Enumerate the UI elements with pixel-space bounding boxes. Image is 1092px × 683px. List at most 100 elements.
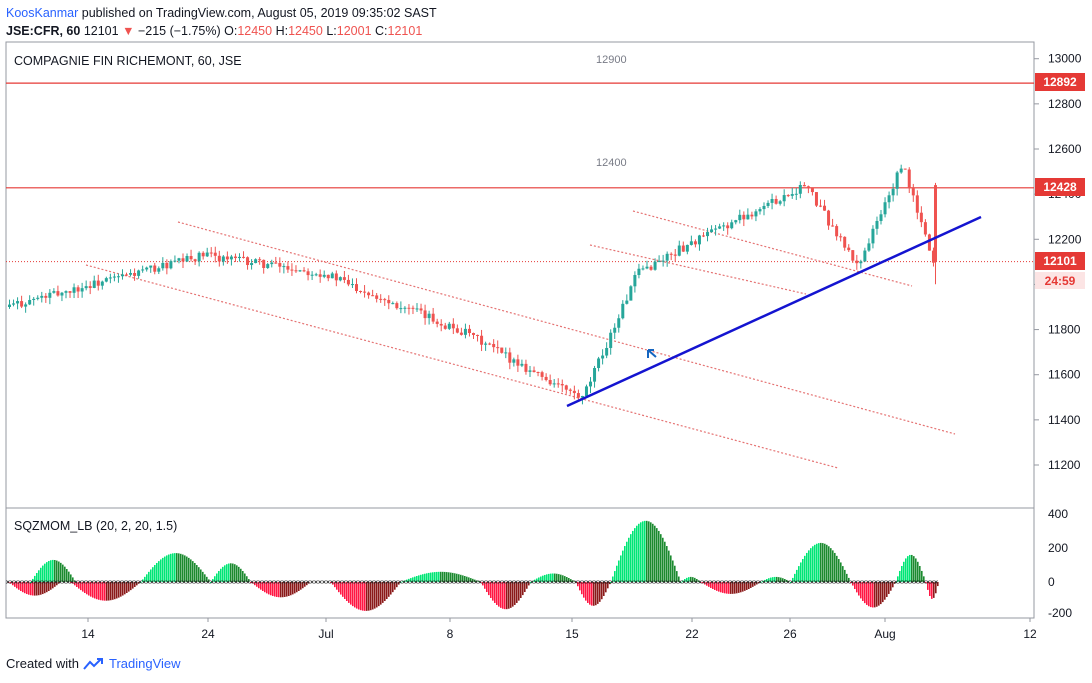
- candle-body: [165, 262, 169, 269]
- candle-body: [28, 299, 32, 305]
- time-axis[interactable]: 14 24 Jul 8 15 22 26 Aug 12: [81, 618, 1037, 641]
- candle-body: [367, 292, 371, 296]
- squeeze-dot: [382, 580, 386, 584]
- author-link[interactable]: KoosKanmar: [6, 6, 79, 20]
- channel-line: [177, 221, 956, 435]
- low-value: 12001: [336, 24, 372, 38]
- squeeze-bar: [244, 573, 246, 582]
- candle-body: [451, 323, 455, 329]
- squeeze-dot: [526, 580, 530, 584]
- squeeze-bar: [76, 582, 78, 587]
- squeeze-dot: [286, 580, 290, 584]
- indicator-tick-label: 400: [1048, 507, 1068, 521]
- candle-body: [197, 252, 201, 262]
- squeeze-bar: [214, 576, 216, 582]
- candle-body: [60, 292, 64, 296]
- candle-body: [794, 193, 798, 195]
- squeeze-bar: [868, 582, 870, 607]
- candle-body: [532, 370, 536, 373]
- squeeze-dot: [58, 580, 62, 584]
- candle-body: [512, 359, 516, 363]
- indicator-axis[interactable]: 400 200 0 -200: [1048, 507, 1072, 620]
- tradingview-brand-link[interactable]: TradingView: [108, 656, 181, 671]
- price-pane[interactable]: [5, 41, 1035, 509]
- squeeze-dot: [802, 580, 806, 584]
- squeeze-bar: [372, 582, 374, 610]
- candle-body: [181, 258, 185, 262]
- squeeze-dot: [238, 580, 242, 584]
- candle-body: [209, 252, 213, 254]
- squeeze-bar: [830, 548, 832, 582]
- squeeze-bar: [548, 573, 550, 582]
- squeeze-dot: [922, 580, 926, 584]
- squeeze-dot: [502, 580, 506, 584]
- squeeze-bar: [402, 581, 404, 582]
- published-text: published on TradingView.com, August 05,…: [81, 6, 437, 20]
- candle-body: [524, 363, 528, 372]
- squeeze-bar: [256, 582, 258, 587]
- squeeze-bar: [298, 582, 300, 591]
- candle-body: [262, 259, 266, 268]
- squeeze-bar: [822, 543, 824, 582]
- squeeze-bar: [98, 582, 100, 600]
- squeeze-dot: [554, 580, 558, 584]
- candlestick-series: [8, 164, 937, 405]
- squeeze-bar: [722, 582, 724, 593]
- candle-body: [258, 259, 262, 261]
- squeeze-dot: [546, 580, 550, 584]
- time-tick-label: 14: [81, 627, 95, 641]
- squeeze-dot: [886, 580, 890, 584]
- squeeze-bar: [583, 582, 585, 598]
- candle-body: [528, 370, 532, 372]
- squeeze-bar: [100, 582, 102, 601]
- trend-channels[interactable]: [85, 210, 956, 469]
- candle-body: [710, 229, 714, 233]
- candle-body: [24, 304, 28, 307]
- squeeze-bar: [118, 582, 120, 598]
- squeeze-bar: [496, 582, 498, 605]
- candle-body: [722, 225, 726, 227]
- squeeze-dot: [738, 580, 742, 584]
- squeeze-bar: [370, 582, 372, 611]
- candle-body: [597, 358, 601, 369]
- squeeze-dot: [810, 580, 814, 584]
- drawings[interactable]: [566, 215, 982, 408]
- candle-body: [242, 256, 246, 258]
- squeeze-bar: [468, 577, 470, 582]
- squeeze-bar: [352, 582, 354, 607]
- squeeze-dot: [774, 580, 778, 584]
- price-tick-label: 12800: [1048, 97, 1082, 111]
- squeeze-bar: [282, 582, 284, 598]
- candle-body: [605, 347, 609, 356]
- squeeze-dot: [570, 580, 574, 584]
- squeeze-bar: [838, 559, 840, 582]
- high-value: 12450: [288, 24, 323, 38]
- squeeze-dot: [450, 580, 454, 584]
- squeeze-bar: [444, 571, 446, 582]
- squeeze-bar: [360, 582, 362, 611]
- squeeze-bar: [856, 582, 858, 593]
- horizontal-levels[interactable]: [6, 82, 1034, 263]
- squeeze-dot: [142, 580, 146, 584]
- squeeze-bar: [524, 582, 526, 593]
- squeeze-dot: [630, 580, 634, 584]
- squeeze-dot: [362, 580, 366, 584]
- candle-body: [593, 368, 597, 382]
- squeeze-dot: [190, 580, 194, 584]
- squeeze-dot: [926, 580, 930, 584]
- candle-body: [282, 266, 286, 268]
- squeeze-bar: [616, 565, 618, 582]
- squeeze-dot: [718, 580, 722, 584]
- squeeze-bar: [828, 546, 830, 582]
- candle-body: [415, 308, 419, 310]
- squeeze-bar: [384, 582, 386, 602]
- candle-body: [318, 274, 322, 277]
- squeeze-bar: [366, 582, 368, 611]
- candle-body: [112, 276, 116, 278]
- squeeze-bar: [746, 582, 748, 590]
- squeeze-bar: [32, 582, 34, 596]
- candle-body: [472, 333, 475, 335]
- squeeze-dot: [430, 580, 434, 584]
- squeeze-bar: [832, 550, 834, 582]
